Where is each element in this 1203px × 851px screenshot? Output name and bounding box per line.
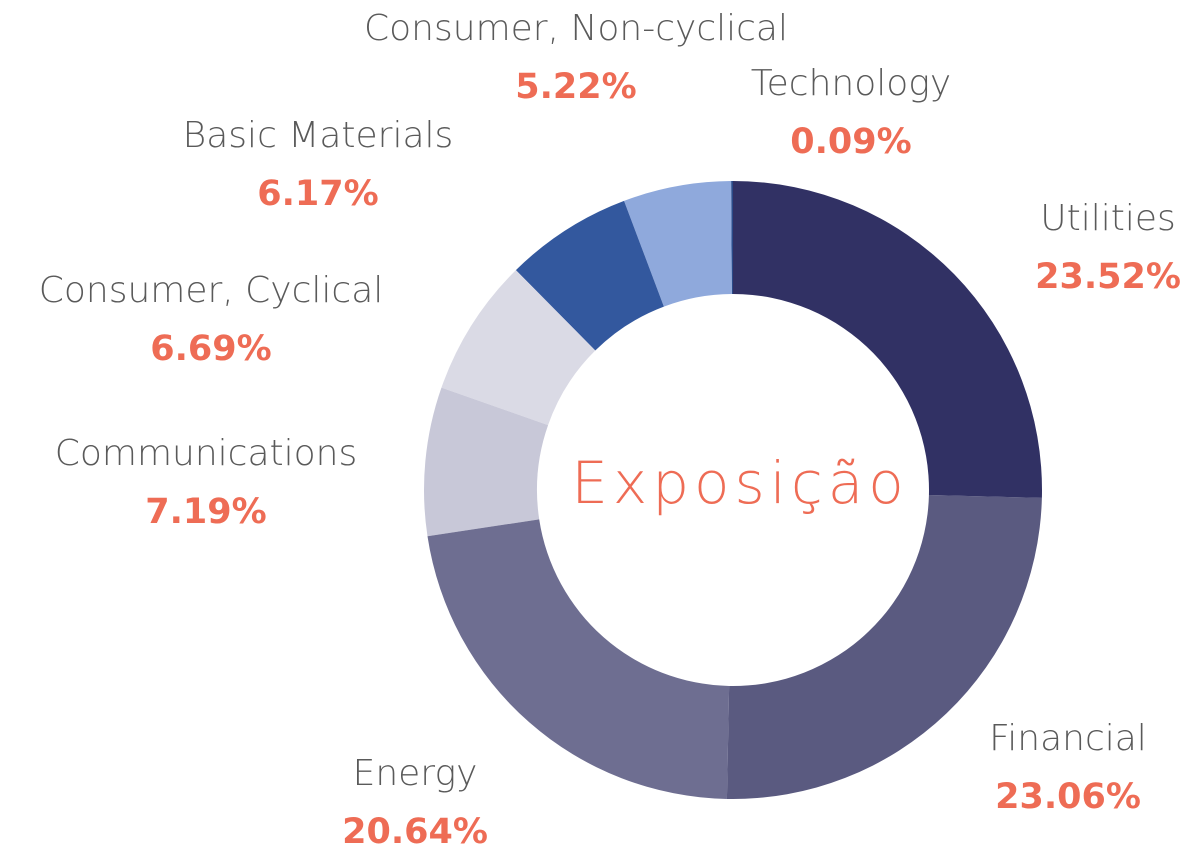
- donut-slice: [624, 181, 732, 307]
- slice-value: 6.69%: [150, 329, 271, 369]
- donut-slice: [733, 181, 1042, 498]
- donut-slice: [424, 387, 549, 537]
- slice-name: Consumer, Cyclical: [39, 270, 384, 311]
- slice-name: Financial: [989, 718, 1147, 759]
- donut-slice: [441, 270, 596, 426]
- slice-value: 0.09%: [790, 122, 911, 162]
- slice-value: 20.64%: [342, 812, 488, 851]
- slice-name: Basic Materials: [183, 115, 454, 156]
- slice-value: 5.22%: [515, 67, 636, 107]
- slice-name: Communications: [55, 433, 358, 474]
- slice-value: 23.52%: [1035, 257, 1181, 297]
- donut-slice: [731, 181, 733, 295]
- slice-name: Consumer, Non-cyclical: [364, 8, 788, 49]
- slice-name: Energy: [353, 753, 478, 794]
- donut-slice: [726, 494, 1042, 799]
- slice-value: 23.06%: [995, 777, 1141, 817]
- slice-name: Technology: [751, 63, 951, 104]
- slice-value: 6.17%: [257, 174, 378, 214]
- center-label: Exposição: [571, 449, 909, 517]
- donut-slice: [427, 519, 730, 799]
- slice-value: 7.19%: [145, 492, 266, 532]
- slice-name: Utilities: [1040, 198, 1176, 239]
- donut-slice: [515, 200, 664, 351]
